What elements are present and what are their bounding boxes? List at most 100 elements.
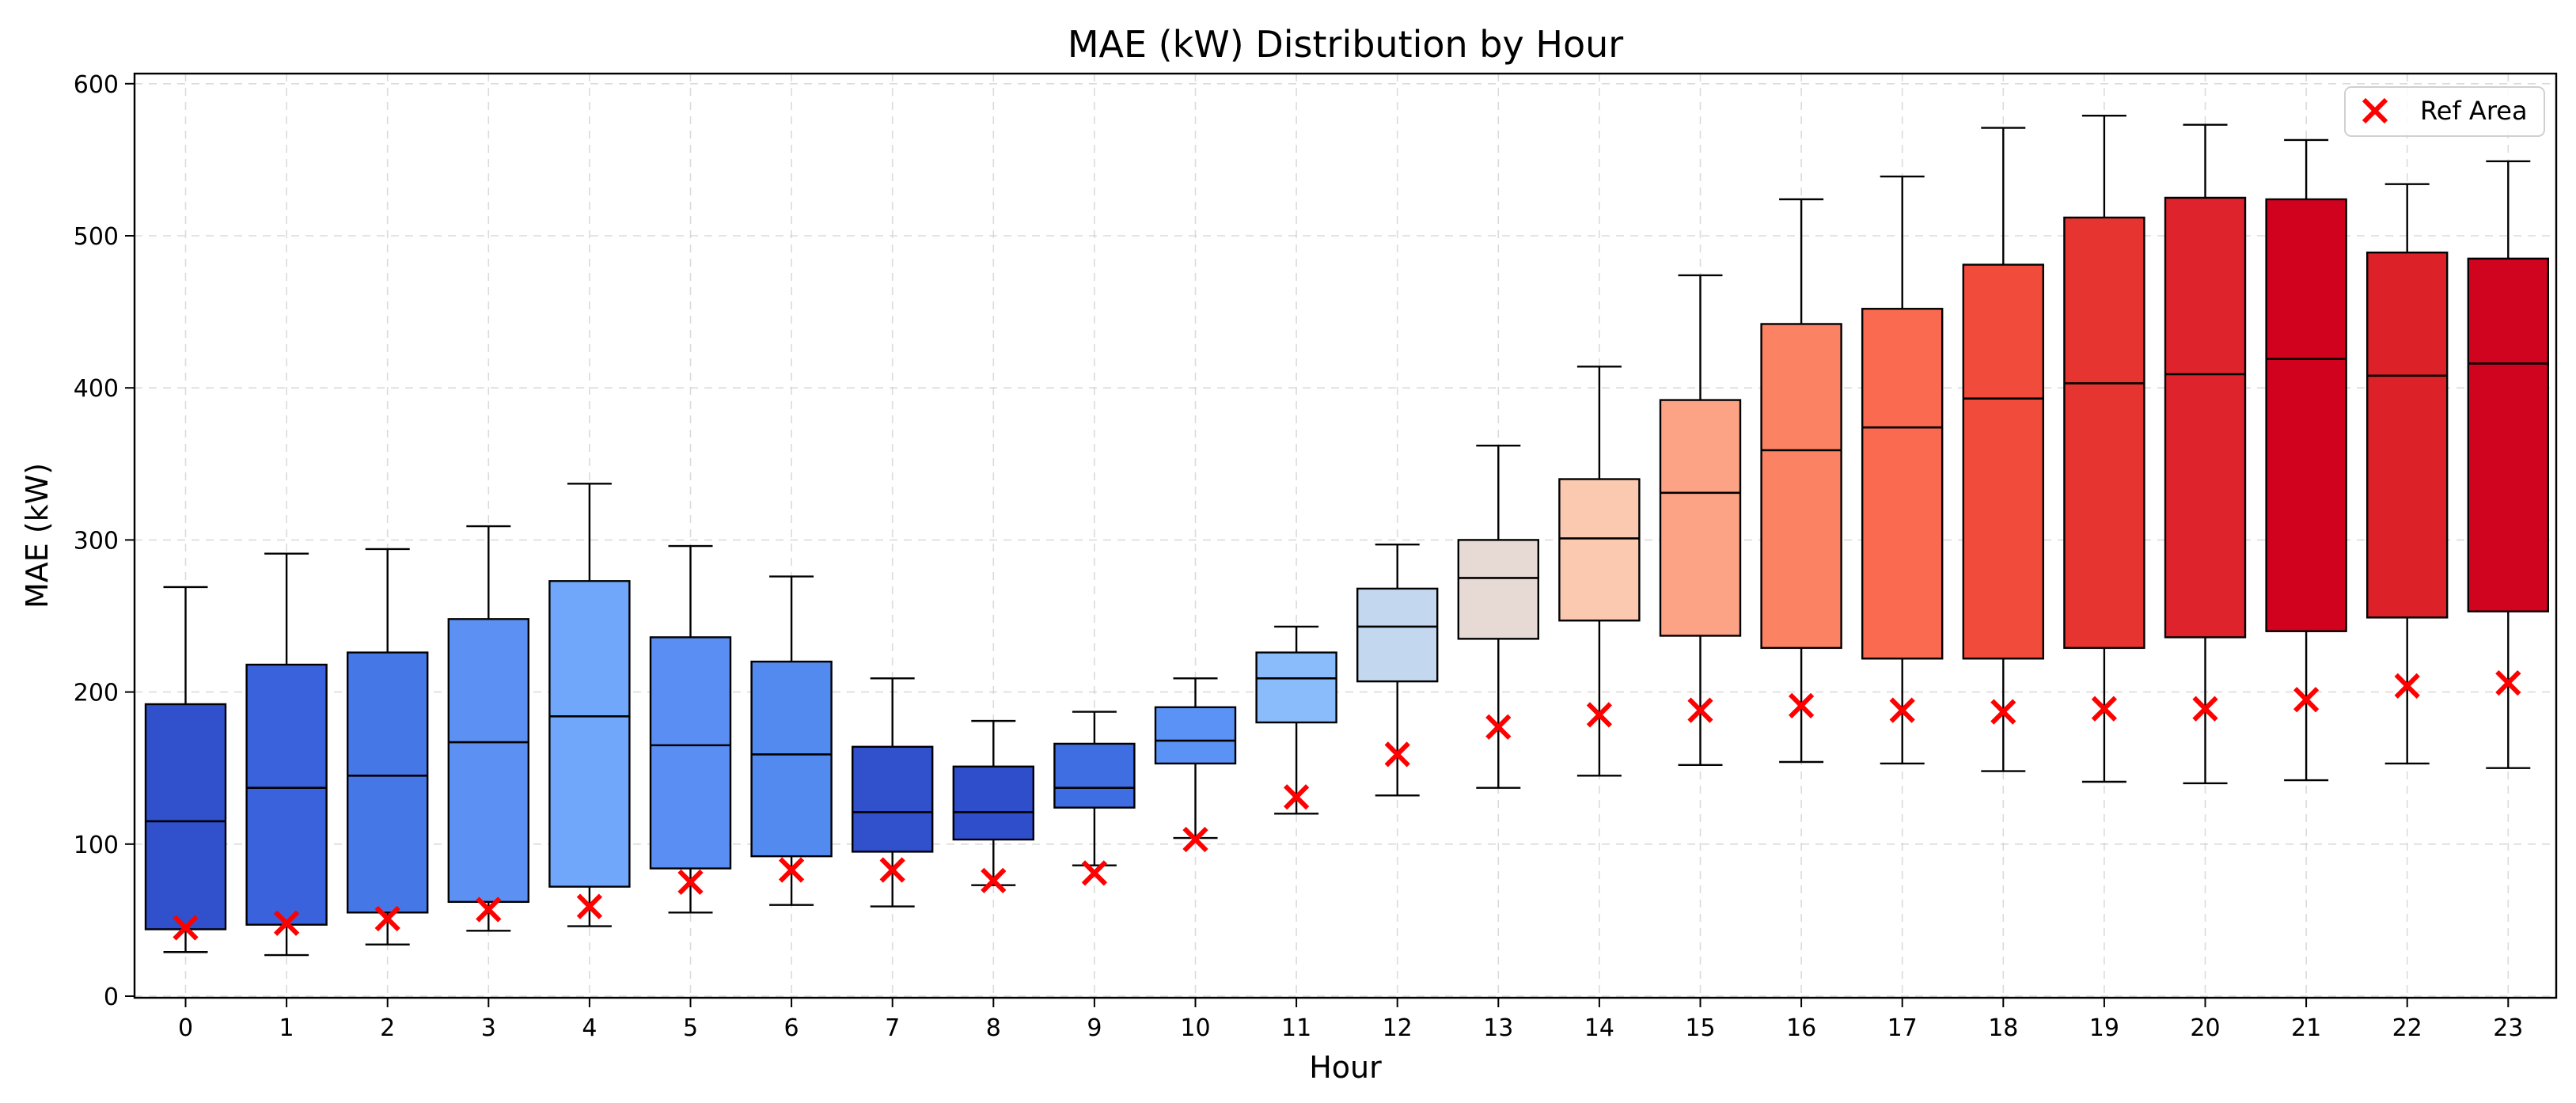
ref-marker-stroke (1687, 697, 1713, 723)
x-tick-label: 20 (2190, 1014, 2220, 1042)
iqr-box (1154, 706, 1237, 765)
x-tick-label: 23 (2493, 1014, 2523, 1042)
box-hour-11 (1255, 625, 1337, 815)
box-hour-12 (1356, 543, 1439, 797)
iqr-box (2063, 216, 2145, 650)
box-hour-22 (2365, 183, 2449, 765)
x-tick-label: 10 (1180, 1014, 1210, 1042)
iqr-box (1760, 323, 1842, 650)
iqr-box (2265, 198, 2347, 632)
iqr-box (1861, 308, 1944, 660)
ref-marker-stroke (2091, 696, 2118, 722)
ref-marker-stroke (2394, 673, 2420, 699)
y-axis-ticks: 0 100 200 300 400 500 600 (74, 71, 135, 1011)
ref-area-marker (1687, 697, 1713, 723)
ref-area-marker (374, 905, 400, 932)
x-tick-label: 15 (1685, 1014, 1715, 1042)
iqr-box (2365, 251, 2449, 619)
box-hour-17 (1861, 175, 1944, 765)
chart-title: MAE (kW) Distribution by Hour (1068, 23, 1623, 66)
ref-marker-stroke (2495, 669, 2521, 696)
ref-marker-stroke (1889, 697, 1915, 723)
x-axis-label: Hour (1309, 1050, 1382, 1085)
ref-area-marker (1788, 692, 1815, 719)
box-hour-1 (245, 552, 328, 957)
box-hour-15 (1659, 274, 1742, 767)
ref-marker-stroke (778, 857, 805, 883)
y-tick-label: 100 (74, 832, 119, 859)
box-hour-4 (548, 483, 631, 927)
box-hour-13 (1457, 445, 1540, 789)
iqr-box (1457, 539, 1540, 640)
x-axis-ticks: 0 1 2 3 4 5 6 7 8 9 10 11 12 13 14 15 16 17 18 19 20 21 22 23 (178, 998, 2523, 1042)
x-tick-label: 14 (1584, 1014, 1614, 1042)
ref-marker-stroke (374, 905, 400, 932)
x-tick-label: 21 (2291, 1014, 2321, 1042)
ref-area-marker (778, 857, 805, 883)
ref-area-marker (2495, 669, 2521, 696)
y-tick-label: 600 (74, 71, 119, 99)
box-hour-2 (347, 548, 429, 946)
iqr-box (347, 651, 429, 914)
ref-marker-layer (173, 669, 2521, 941)
ref-marker-stroke (879, 857, 905, 883)
x-tick-label: 2 (380, 1014, 395, 1042)
box-hour-16 (1760, 198, 1842, 764)
x-tick-label: 4 (582, 1014, 597, 1042)
x-tick-label: 17 (1887, 1014, 1918, 1042)
x-tick-label: 9 (1087, 1014, 1102, 1042)
x-tick-label: 6 (784, 1014, 799, 1042)
legend-x-marker (2362, 97, 2388, 124)
x-tick-label: 7 (885, 1014, 900, 1042)
x-tick-label: 16 (1786, 1014, 1816, 1042)
x-tick-label: 1 (279, 1014, 294, 1042)
x-tick-label: 22 (2392, 1014, 2422, 1042)
ref-area-marker (476, 896, 502, 923)
ref-marker-stroke (476, 896, 502, 923)
ref-marker-stroke (1586, 702, 1613, 728)
iqr-box (2164, 196, 2247, 639)
iqr-box (447, 618, 529, 904)
x-tick-label: 8 (986, 1014, 1001, 1042)
ref-area-marker (2394, 673, 2420, 699)
ref-marker-stroke (273, 910, 300, 936)
box-hour-5 (649, 544, 732, 914)
ref-area-marker (1485, 714, 1512, 740)
ref-area-marker (1182, 826, 1208, 853)
ref-area-marker (1889, 697, 1915, 723)
ref-area-marker (677, 869, 704, 895)
x-tick-label: 5 (683, 1014, 698, 1042)
ref-area-marker (1586, 702, 1613, 728)
box-hour-23 (2467, 160, 2550, 769)
plot-area-frame (133, 72, 2558, 999)
ref-area-marker (1081, 860, 1108, 886)
ref-marker-stroke (677, 869, 704, 895)
ref-area-marker (2293, 687, 2320, 713)
box-hour-6 (750, 575, 833, 906)
iqr-box (750, 660, 833, 858)
box-hour-20 (2164, 123, 2247, 785)
ref-area-marker (273, 910, 300, 936)
ref-marker-stroke (1182, 826, 1208, 853)
iqr-box (851, 745, 934, 853)
box-hour-0 (144, 586, 227, 953)
iqr-box (1255, 651, 1337, 724)
legend: Ref Area (2344, 86, 2545, 137)
ref-marker-stroke (1081, 860, 1108, 886)
legend-frame (2344, 86, 2545, 137)
ref-marker-stroke (1384, 741, 1410, 768)
iqr-box (144, 703, 227, 931)
ref-area-marker (173, 915, 199, 941)
ref-marker-stroke (2192, 696, 2218, 722)
iqr-box (1356, 587, 1439, 683)
box-hour-18 (1962, 127, 2045, 772)
ref-marker-stroke (1788, 692, 1815, 719)
box-hour-3 (447, 525, 529, 932)
ref-marker-stroke (1283, 784, 1310, 810)
x-tick-label: 11 (1281, 1014, 1311, 1042)
y-tick-label: 400 (74, 375, 119, 403)
x-tick-label: 19 (2089, 1014, 2119, 1042)
ref-marker-stroke (1990, 699, 2016, 725)
ref-marker-stroke (2293, 687, 2320, 713)
